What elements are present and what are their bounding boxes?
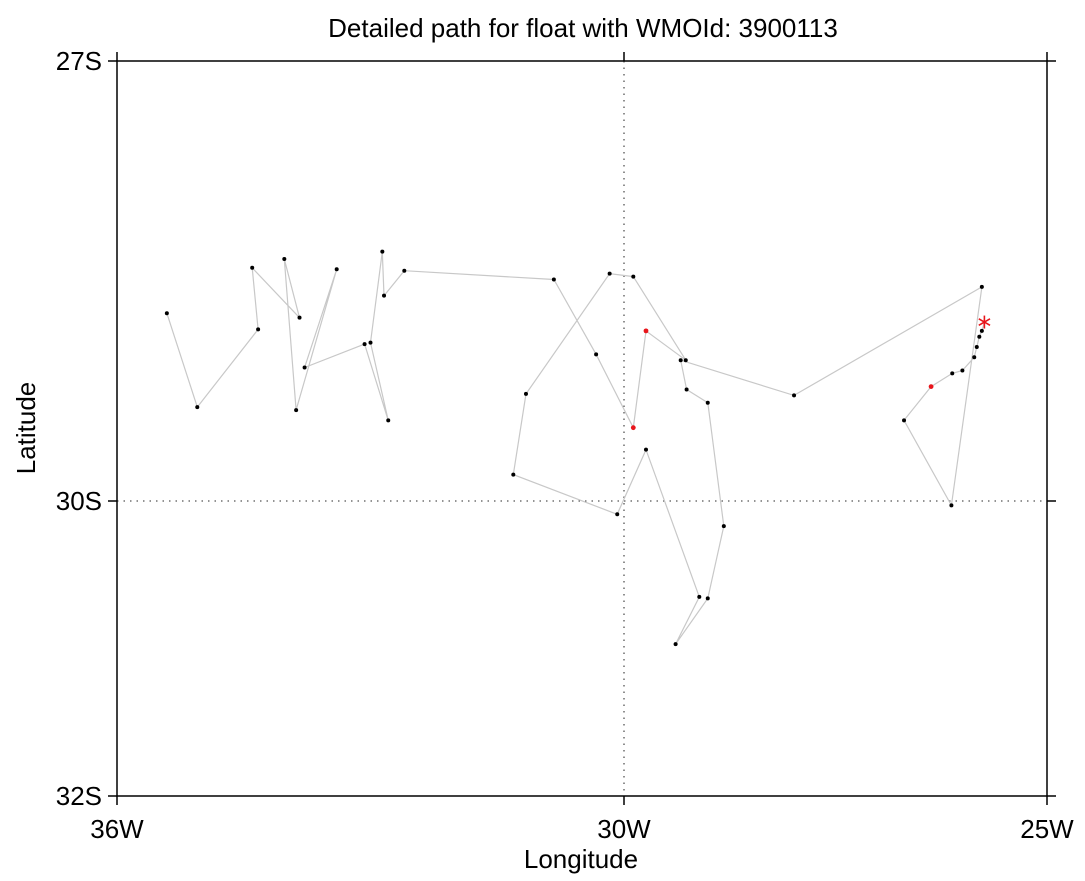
reference-lines <box>117 61 1047 796</box>
profile-point <box>380 249 385 254</box>
profile-point <box>974 345 979 349</box>
profile-point <box>297 315 302 320</box>
profile-point <box>302 365 307 370</box>
profile-point <box>382 293 387 298</box>
profile-point <box>678 358 683 363</box>
profile-point <box>705 596 710 601</box>
start-marker-icon <box>978 315 991 329</box>
highlighted-profile-point <box>928 384 934 389</box>
float-track <box>166 251 985 645</box>
profile-point <box>362 342 367 347</box>
profile-point <box>950 371 955 376</box>
profile-point <box>902 418 907 423</box>
profile-point <box>960 368 965 373</box>
profile-point <box>164 311 169 316</box>
chart-title: Detailed path for float with WMOId: 3900… <box>328 13 838 43</box>
profile-point <box>684 387 689 392</box>
profile-point <box>673 642 678 647</box>
profile-point <box>792 393 797 398</box>
profile-point <box>256 327 261 332</box>
profile-point <box>402 268 407 273</box>
y-tick-label: 27S <box>56 46 102 76</box>
plot-frame <box>116 60 1048 797</box>
profile-point <box>949 503 954 508</box>
profile-point <box>594 352 599 357</box>
profile-point <box>721 524 726 529</box>
profile-point <box>294 408 299 413</box>
profile-point <box>615 512 620 517</box>
profile-point <box>250 265 255 270</box>
profile-point <box>979 328 984 333</box>
profile-point <box>683 358 688 363</box>
track-line <box>166 251 985 645</box>
y-tick-label: 30S <box>56 486 102 516</box>
highlighted-profile-point <box>630 425 636 431</box>
profile-point <box>386 418 391 423</box>
x-tick-label: 30W <box>597 814 651 844</box>
axis-ticks <box>108 52 1056 805</box>
profile-points <box>164 249 984 647</box>
profile-point <box>979 284 984 289</box>
profile-point <box>643 447 648 452</box>
profile-point <box>607 271 612 276</box>
profile-point <box>697 594 702 599</box>
profile-point <box>282 257 287 261</box>
profile-point <box>977 334 982 339</box>
profile-point <box>705 400 710 405</box>
x-tick-label: 36W <box>90 814 144 844</box>
start-marker-layer <box>978 315 991 329</box>
profile-point <box>631 274 636 279</box>
profile-point <box>523 391 528 396</box>
profile-point <box>334 267 339 272</box>
x-tick-label: 25W <box>1020 814 1074 844</box>
x-axis-title: Longitude <box>524 844 638 874</box>
profile-point <box>195 405 200 410</box>
profile-point <box>368 340 373 345</box>
y-axis-title: Latitude <box>11 382 41 475</box>
y-tick-label: 32S <box>56 781 102 811</box>
profile-point <box>511 472 516 477</box>
highlighted-profile-point <box>643 328 649 334</box>
profile-point <box>551 277 556 282</box>
start-marker-stroke <box>978 318 991 327</box>
axis-tick-labels: 36W 30W 25W 27S 30S 32S <box>56 46 1074 844</box>
profile-point <box>972 355 977 360</box>
